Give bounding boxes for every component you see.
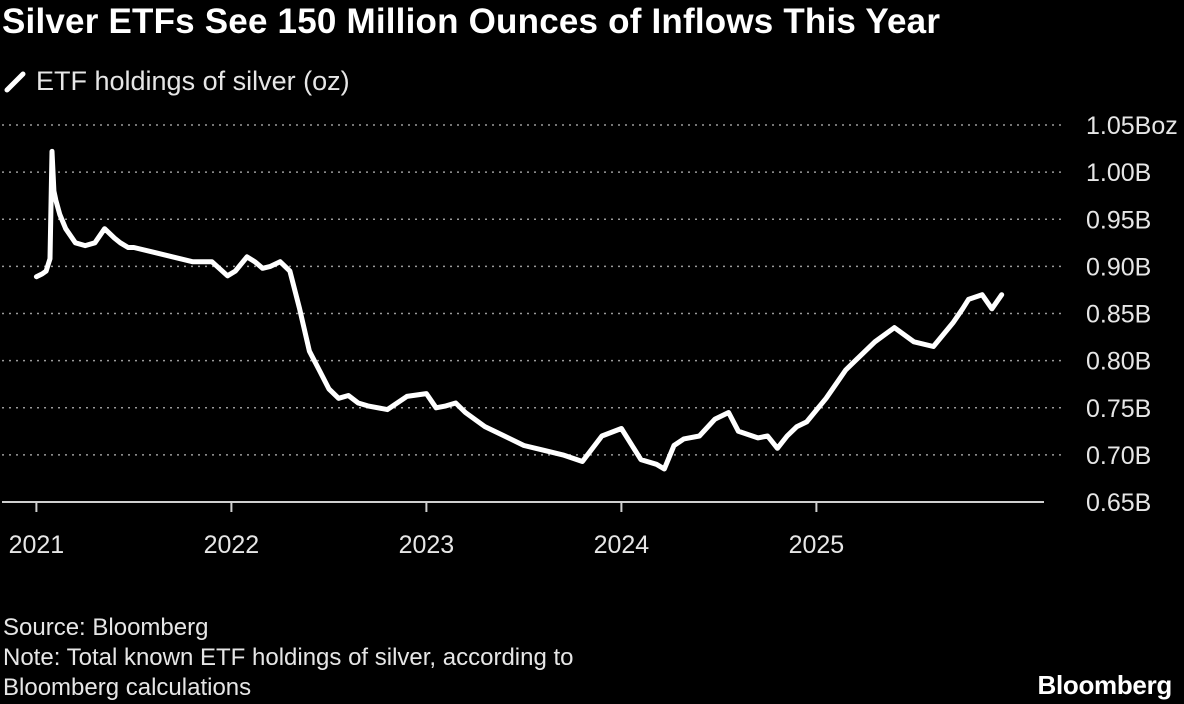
note-line-2: Bloomberg calculations	[3, 674, 252, 701]
bloomberg-logo: Bloomberg	[1037, 670, 1172, 700]
y-tick-label: 0.90B	[1086, 253, 1151, 281]
source-note: Source: Bloomberg	[3, 614, 209, 641]
y-tick-label: 0.70B	[1086, 442, 1151, 470]
x-tick-label: 2021	[9, 531, 65, 559]
y-tick-label: 1.05Boz	[1086, 112, 1178, 140]
x-tick-label: 2024	[594, 531, 650, 559]
legend: ETF holdings of silver (oz)	[4, 66, 350, 97]
series-line-etf-holdings	[33, 148, 1005, 472]
x-tick-label: 2022	[204, 531, 260, 559]
gridlines	[2, 124, 1066, 456]
y-tick-label: 0.95B	[1086, 206, 1151, 234]
chart-title: Silver ETFs See 150 Million Ounces of In…	[2, 2, 941, 41]
legend-label: ETF holdings of silver (oz)	[36, 66, 350, 96]
y-axis-tick-labels: 0.65B 0.70B 0.75B 0.80B 0.85B 0.90B 0.95B 1.00B…	[1086, 112, 1178, 517]
x-tick-label: 2023	[399, 531, 455, 559]
note-line-1: Note: Total known ETF holdings of silver…	[3, 644, 574, 671]
y-tick-label: 0.85B	[1086, 301, 1151, 329]
series-layer	[33, 148, 1005, 472]
x-axis	[2, 501, 1044, 512]
x-tick-label: 2025	[789, 531, 845, 559]
y-tick-label: 0.80B	[1086, 348, 1151, 376]
y-tick-label: 0.65B	[1086, 489, 1151, 517]
y-tick-label: 1.00B	[1086, 159, 1151, 187]
x-axis-tick-labels: 2021 2022 2023 2024 2025	[9, 531, 845, 559]
y-tick-label: 0.75B	[1086, 395, 1151, 423]
line-swatch-icon	[4, 71, 26, 92]
